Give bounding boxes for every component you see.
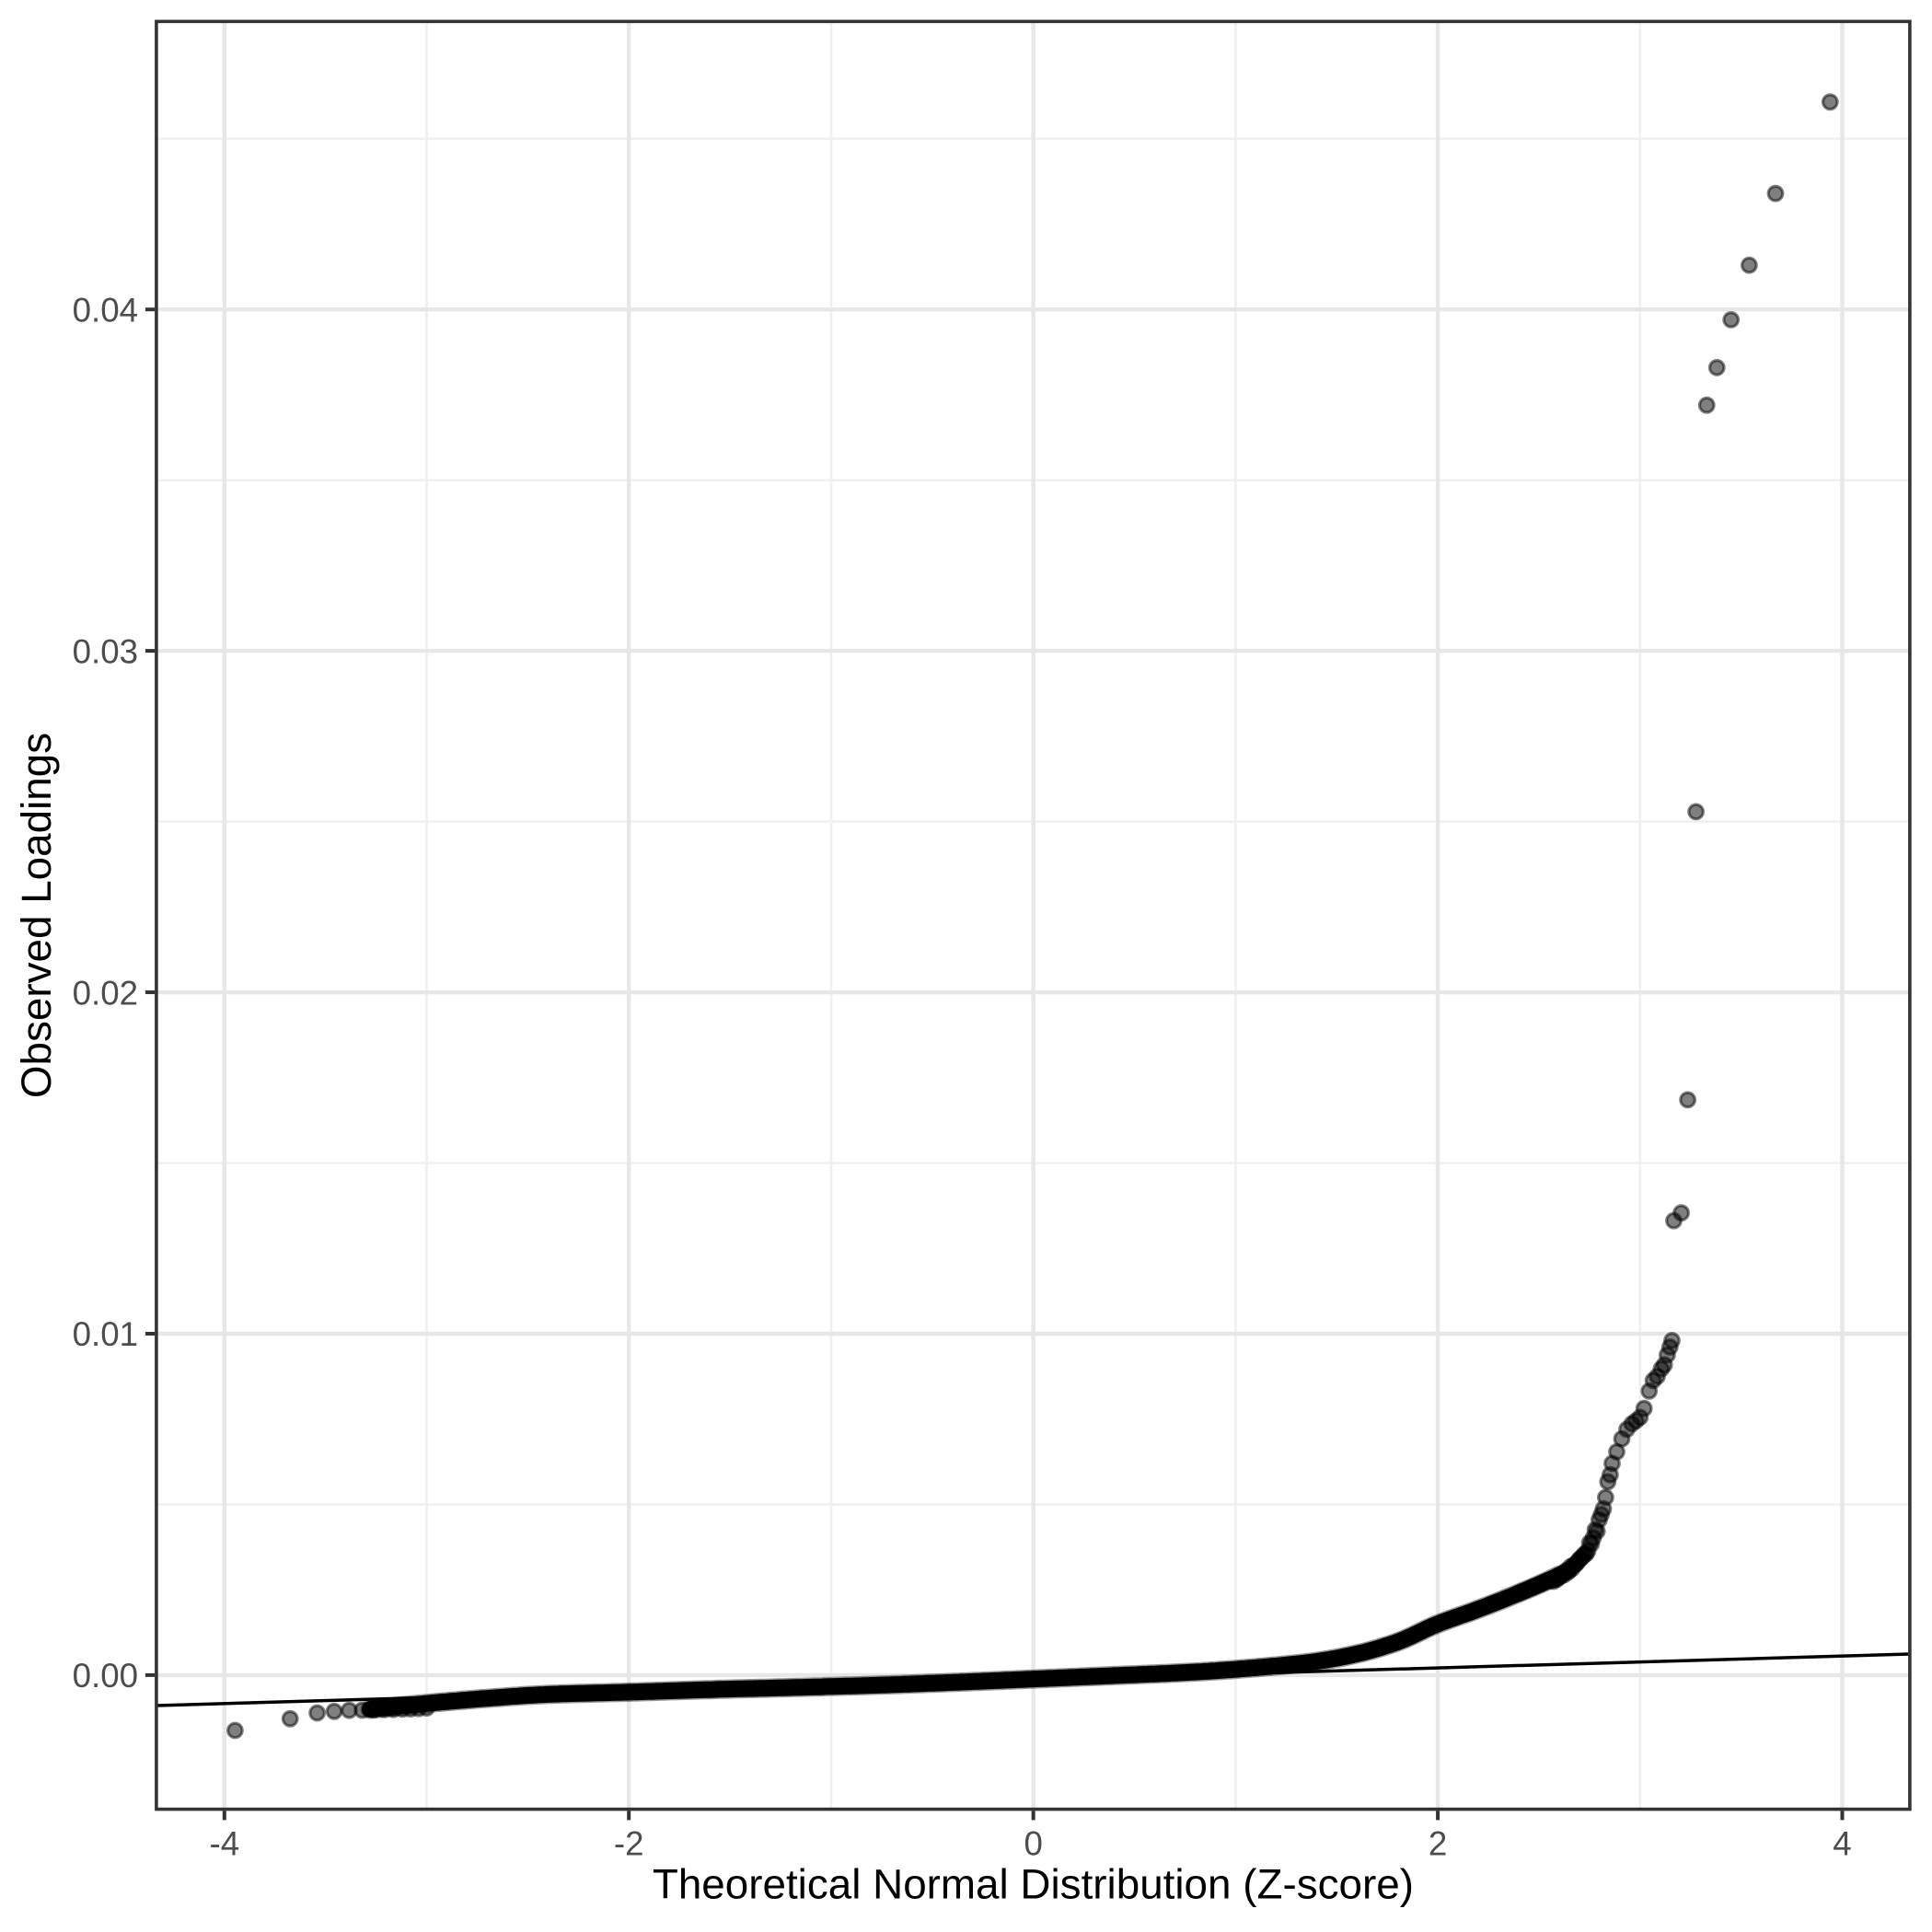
svg-text:Theoretical Normal Distributio: Theoretical Normal Distribution (Z-score… [653,1861,1414,1908]
svg-text:0.01: 0.01 [73,1315,138,1353]
svg-text:-2: -2 [614,1825,644,1863]
svg-text:0.03: 0.03 [73,632,138,670]
svg-text:2: 2 [1429,1825,1447,1863]
svg-text:0.04: 0.04 [73,291,138,329]
svg-text:0: 0 [1024,1825,1042,1863]
svg-text:0.00: 0.00 [73,1657,138,1695]
svg-text:4: 4 [1833,1825,1851,1863]
svg-text:Observed Loadings: Observed Loadings [13,733,60,1098]
svg-text:0.02: 0.02 [73,974,138,1012]
svg-text:-4: -4 [209,1825,239,1863]
